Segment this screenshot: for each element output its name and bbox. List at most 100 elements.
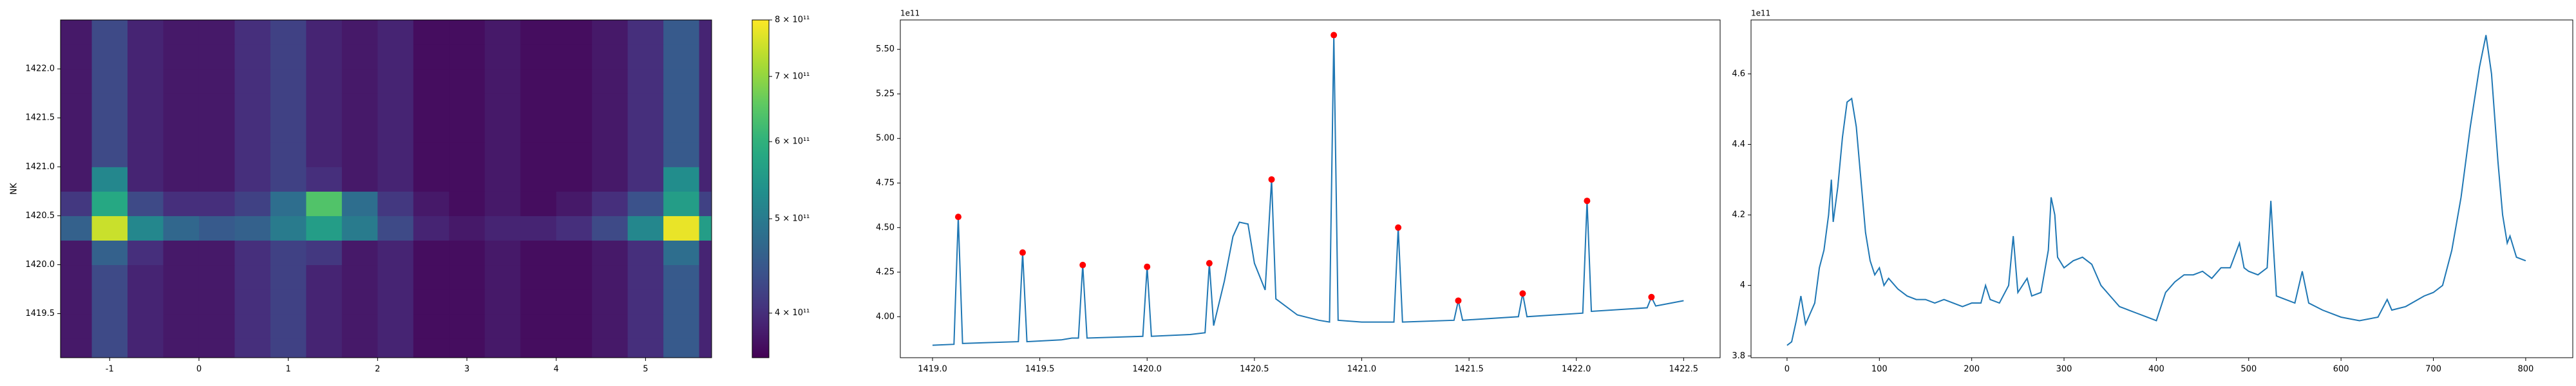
heatmap-cell (484, 289, 521, 315)
heatmap-cell (198, 240, 236, 266)
heatmap-cell (306, 313, 343, 339)
heatmap-cell (306, 264, 343, 290)
heatmap-cell (699, 216, 712, 241)
y-tick-label: 3.8 (1732, 351, 1745, 361)
heatmap-cell (484, 167, 521, 192)
heatmap-cell (484, 313, 521, 339)
heatmap-cell (627, 118, 664, 143)
heatmap-cell (377, 142, 414, 167)
heatmap-cell (61, 338, 93, 358)
heatmap-cell (128, 142, 164, 167)
heatmap-cell (699, 20, 712, 45)
heatmap-cell (198, 191, 236, 216)
peak-marker (1144, 263, 1151, 270)
heatmap-cell (128, 93, 164, 118)
heatmap-cell (270, 167, 307, 192)
heatmap-cell (270, 142, 307, 167)
heatmap-cell (91, 216, 128, 241)
heatmap-cell (306, 142, 343, 167)
heatmap-cell (128, 216, 164, 241)
heatmap-cell (663, 264, 700, 290)
axes-frame (1750, 19, 2573, 358)
heatmap-cell (484, 93, 521, 118)
heatmap-cell (627, 167, 664, 192)
heatmap-cell (449, 216, 486, 241)
heatmap-cell (306, 69, 343, 94)
peak-marker (1206, 260, 1213, 267)
colorbar-tick-label: 6 × 10¹¹ (775, 137, 810, 147)
axis-offset: 1e11 (1751, 9, 1770, 18)
peak-marker (1019, 249, 1026, 256)
heatmap-cell (627, 216, 664, 241)
y-tick-label: 1421.5 (26, 113, 55, 123)
heatmap-cell (163, 216, 200, 241)
x-tick-label: 600 (2333, 365, 2349, 374)
heatmap-cell (663, 20, 700, 45)
x-tick-label: 200 (1964, 365, 1980, 374)
heatmap-cell (556, 69, 592, 94)
peak-marker (1455, 297, 1462, 304)
heatmap-cell (270, 93, 307, 118)
heatmap-cell (270, 313, 307, 339)
heatmap-cell (377, 118, 414, 143)
heatmap-cell (592, 20, 629, 45)
heatmap-cell (306, 44, 343, 69)
heatmap-cell (699, 264, 712, 290)
heatmap-cell (128, 118, 164, 143)
heatmap-cell (377, 216, 414, 241)
heatmap-cell (449, 264, 486, 290)
heatmap-cell (341, 167, 378, 192)
heatmap-cell (627, 289, 664, 315)
heatmap-cell (270, 118, 307, 143)
heatmap-cell (163, 20, 200, 45)
heatmap-cell (413, 93, 450, 118)
heatmap-cell (341, 142, 378, 167)
heatmap-cell (413, 338, 450, 358)
heatmap-cell (449, 313, 486, 339)
heatmap-cell (91, 142, 128, 167)
heatmap-cell (663, 216, 700, 241)
x-tick-label: 1421.0 (1347, 365, 1377, 374)
heatmap-cell (128, 338, 164, 358)
heatmap-cell (484, 240, 521, 266)
heatmap-cell (91, 264, 128, 290)
heatmap-cell (699, 93, 712, 118)
heatmap-cell (234, 216, 271, 241)
heatmap-cell (484, 69, 521, 94)
heatmap-cell (413, 289, 450, 315)
heatmap-cell (61, 93, 93, 118)
heatmap-cell (306, 20, 343, 45)
heatmap-cell (163, 240, 200, 266)
heatmap-cell (270, 216, 307, 241)
heatmap-cell (556, 118, 592, 143)
heatmap-cell (663, 93, 700, 118)
heatmap-cell (556, 167, 592, 192)
heatmap-cell (592, 167, 629, 192)
heatmap-cell (449, 44, 486, 69)
heatmap-cell (91, 69, 128, 94)
heatmap-cell (663, 313, 700, 339)
heatmap-cell (627, 69, 664, 94)
x-tick-label: 800 (2517, 365, 2533, 374)
heatmap-cell (663, 142, 700, 167)
y-tick-label: 4.2 (1732, 210, 1745, 220)
heatmap-cell (592, 289, 629, 315)
heatmap-cell (556, 240, 592, 266)
heatmap-cell (306, 191, 343, 216)
heatmap-cell (270, 264, 307, 290)
heatmap-cell (556, 191, 592, 216)
heatmap-cell (198, 289, 236, 315)
heatmap-cell (556, 20, 592, 45)
heatmap-cell (663, 44, 700, 69)
heatmap-cell (128, 191, 164, 216)
heatmap-cell (449, 240, 486, 266)
y-tick-label: 4 (1740, 280, 1745, 290)
heatmap-cell (484, 142, 521, 167)
heatmap-cell (91, 20, 128, 45)
heatmap-cell (592, 264, 629, 290)
heatmap-cell (449, 191, 486, 216)
heatmap-cell (91, 44, 128, 69)
heatmap-cell (627, 20, 664, 45)
heatmap-cell (449, 20, 486, 45)
